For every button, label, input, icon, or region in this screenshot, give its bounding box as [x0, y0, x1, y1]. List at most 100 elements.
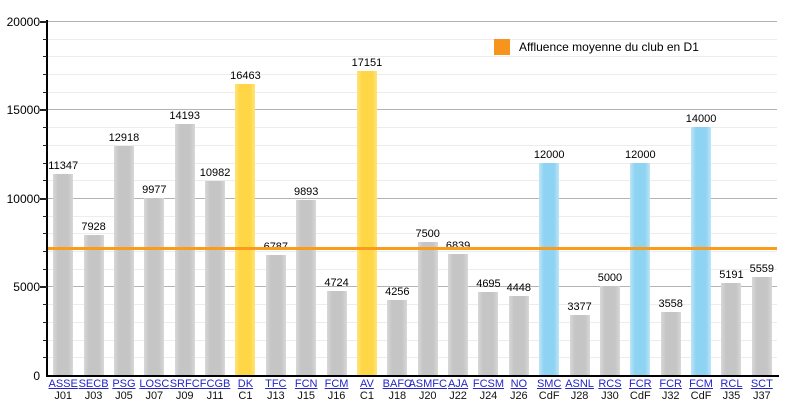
matchday-label: J16: [327, 390, 346, 400]
bar-value-label: 5191: [719, 269, 744, 281]
matchday-label: C1: [238, 390, 253, 400]
bar-slot: 17151 AV C1: [351, 21, 383, 400]
bar-slot: 3377 ASNL J28: [564, 21, 594, 400]
bar: [83, 235, 104, 375]
matchday-label: J32: [661, 390, 680, 400]
y-axis-label: 20000: [6, 15, 40, 29]
club-link[interactable]: DK: [237, 378, 254, 390]
matchday-label: J13: [266, 390, 285, 400]
club-link[interactable]: AJA: [447, 378, 469, 390]
bar-value-label: 5000: [597, 272, 623, 284]
bar-slot: 4695 FCSM J24: [473, 21, 504, 400]
bar: [751, 277, 772, 375]
bar-slot: 14193 SRFC J09: [169, 21, 200, 400]
bar-slot: 6787TFCJ13: [261, 21, 291, 400]
club-link[interactable]: LOSC: [139, 378, 170, 390]
bar-value-label: 16463: [230, 70, 261, 82]
gridline: [48, 233, 777, 234]
club-link[interactable]: ASNL: [565, 378, 594, 390]
club-link[interactable]: SRFC: [169, 378, 200, 390]
club-link[interactable]: FCM: [324, 378, 349, 390]
bar-value-label: 7500: [415, 228, 440, 240]
club-link[interactable]: SECB: [78, 378, 109, 390]
bar: [326, 291, 347, 375]
bar-slot: 4724 FCM J16: [321, 21, 351, 400]
club-link[interactable]: FCGB: [199, 378, 231, 390]
club-link[interactable]: FCSM: [472, 378, 505, 390]
club-link[interactable]: AV: [360, 378, 374, 390]
bar-slot: 9977 LOSC J07: [139, 21, 169, 400]
club-link[interactable]: FCM: [689, 378, 713, 390]
matchday-label: J35: [722, 390, 741, 400]
club-link[interactable]: ASSE: [48, 378, 78, 390]
matchday-label: J22: [449, 390, 467, 400]
bar: [113, 146, 134, 375]
bar-value-label: 17151: [351, 57, 383, 69]
club-link[interactable]: TFC: [265, 378, 287, 390]
club-link[interactable]: FCR: [629, 378, 652, 390]
gridline: [48, 340, 777, 341]
average-line: [48, 247, 777, 250]
gridline: [48, 269, 777, 270]
bar: [356, 71, 377, 375]
y-axis-tick: [40, 198, 47, 200]
bar-value-label: 4695: [476, 278, 501, 290]
y-axis-tick: [43, 145, 47, 146]
matchday-label: J07: [145, 390, 164, 400]
bar-slot: 10982 FCGB J11: [199, 21, 231, 400]
matchday-label: J26: [509, 390, 528, 400]
club-link[interactable]: SMC: [536, 378, 562, 390]
bar: [265, 255, 286, 375]
club-link[interactable]: RCS: [598, 378, 622, 390]
bar-slot: 4448 NO J26: [504, 21, 534, 400]
y-axis-label: 10000: [6, 192, 40, 206]
bar: [417, 242, 438, 375]
gridline: [48, 216, 777, 217]
y-axis-tick: [43, 74, 47, 75]
matchday-label: J20: [418, 390, 437, 400]
gridline: [48, 286, 777, 287]
bar: [448, 254, 469, 375]
bar-slot: 5559 SCT J37: [747, 21, 777, 400]
club-link[interactable]: FCR: [659, 378, 682, 390]
matchday-label: J28: [570, 390, 589, 400]
y-axis-label: 0: [33, 369, 40, 383]
bar-value-label: 12000: [625, 149, 656, 161]
gridline: [48, 357, 777, 358]
bar: [660, 312, 681, 375]
bar: [387, 300, 408, 375]
club-link[interactable]: ASMFC: [408, 378, 447, 390]
y-axis-tick: [40, 109, 47, 111]
gridline: [48, 109, 777, 110]
club-link[interactable]: BAFC: [382, 378, 412, 390]
matchday-label: J01: [54, 390, 73, 400]
bar-value-label: 12918: [108, 132, 140, 144]
y-axis-tick: [43, 216, 47, 217]
bar-slot: 3558 FCR J32: [656, 21, 686, 400]
bar: [721, 283, 742, 375]
bar: [205, 181, 226, 375]
bar: [508, 296, 529, 375]
matchday-label: J37: [752, 390, 771, 400]
y-axis-tick: [43, 127, 47, 128]
bar-value-label: 14193: [169, 110, 200, 122]
matchday-label: CdF: [538, 390, 560, 400]
club-link[interactable]: RCL: [720, 378, 743, 390]
matchday-label: C1: [359, 390, 374, 400]
bar-value-label: 10982: [199, 167, 231, 179]
bar: [691, 127, 712, 375]
y-axis-tick: [43, 180, 47, 181]
matchday-label: J18: [388, 390, 407, 400]
club-link[interactable]: PSG: [112, 378, 136, 390]
club-link[interactable]: NO: [510, 378, 528, 390]
matchday-label: J09: [175, 390, 194, 400]
gridline: [48, 74, 777, 75]
bar-value-label: 6839: [445, 240, 471, 252]
club-link[interactable]: SCT: [750, 378, 773, 390]
gridline: [48, 127, 777, 128]
gridline: [48, 304, 777, 305]
gridline: [48, 21, 777, 22]
bar: [478, 292, 499, 375]
matchday-label: CdF: [629, 390, 651, 400]
club-link[interactable]: FCN: [294, 378, 318, 390]
